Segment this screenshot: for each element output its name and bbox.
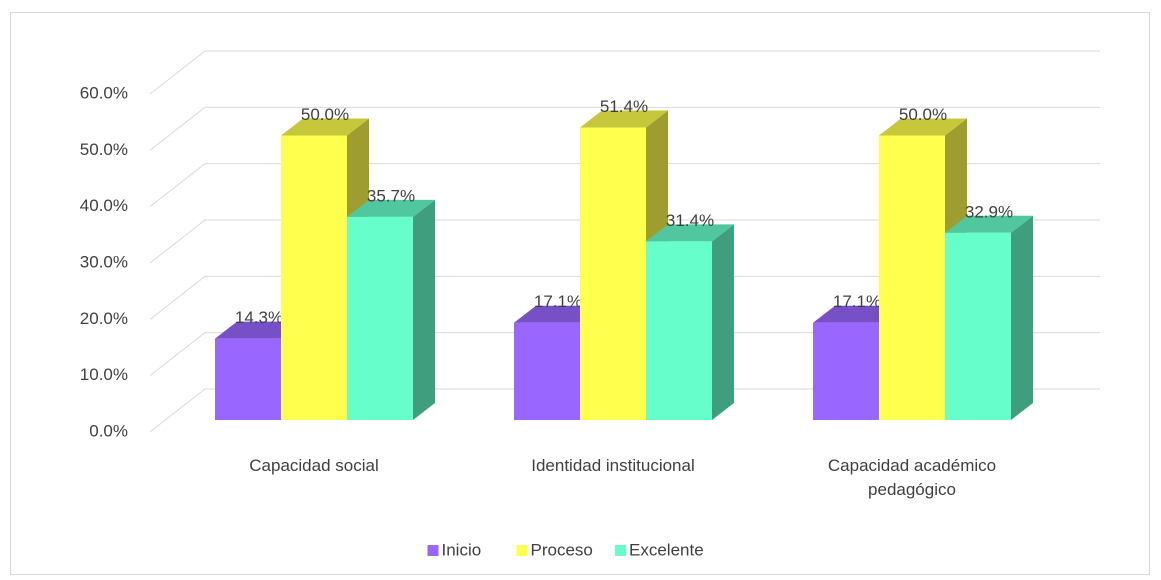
grid-line	[149, 388, 1100, 433]
y-tick-label: 20.0%	[80, 309, 128, 328]
bar	[646, 241, 712, 420]
legend-swatch	[427, 545, 439, 556]
grid-line	[149, 275, 1100, 320]
data-label: 14.3%	[235, 308, 283, 327]
grid-line	[149, 106, 1100, 151]
bar	[281, 135, 347, 420]
y-tick-label: 60.0%	[80, 83, 128, 102]
y-tick-label: 40.0%	[80, 196, 128, 215]
bar	[813, 322, 879, 420]
legend-label: Excelente	[629, 540, 704, 559]
legend-label: Inicio	[442, 540, 482, 559]
data-label: 17.1%	[833, 292, 881, 311]
y-tick-label: 50.0%	[80, 140, 128, 159]
bar	[215, 338, 281, 420]
grid-line	[149, 163, 1100, 208]
x-tick-label: Identidad institucional	[531, 456, 695, 475]
data-label: 35.7%	[367, 186, 415, 205]
legend-label: Proceso	[531, 540, 593, 559]
x-tick-label: Capacidad académico pedagógico	[827, 456, 997, 499]
y-tick-label: 0.0%	[89, 421, 128, 440]
bar	[945, 232, 1011, 420]
grid-line	[149, 219, 1100, 264]
bar	[514, 322, 580, 420]
bar-top	[347, 199, 435, 217]
bar-top	[945, 215, 1033, 233]
grid-line	[149, 50, 1100, 95]
data-label: 51.4%	[600, 97, 648, 116]
data-label: 50.0%	[899, 105, 947, 124]
bar	[879, 135, 945, 420]
bar-top	[646, 224, 734, 242]
legend-swatch	[615, 545, 626, 556]
data-label: 17.1%	[534, 292, 582, 311]
bar-top	[879, 118, 967, 136]
grid-line	[149, 332, 1100, 377]
bar-top	[281, 118, 369, 136]
bar-side	[413, 199, 435, 420]
x-tick-label: Capacidad social	[249, 456, 379, 475]
data-label: 50.0%	[301, 105, 349, 124]
y-tick-label: 10.0%	[80, 365, 128, 384]
bar-side	[1011, 215, 1033, 420]
chart-border	[10, 12, 1150, 575]
bar-top	[580, 110, 668, 128]
legend-swatch	[516, 545, 528, 556]
data-label: 32.9%	[965, 202, 1013, 221]
bar	[580, 127, 646, 420]
data-label: 31.4%	[666, 211, 714, 230]
y-tick-label: 30.0%	[80, 252, 128, 271]
bar-side	[712, 224, 734, 420]
bar	[347, 216, 413, 420]
